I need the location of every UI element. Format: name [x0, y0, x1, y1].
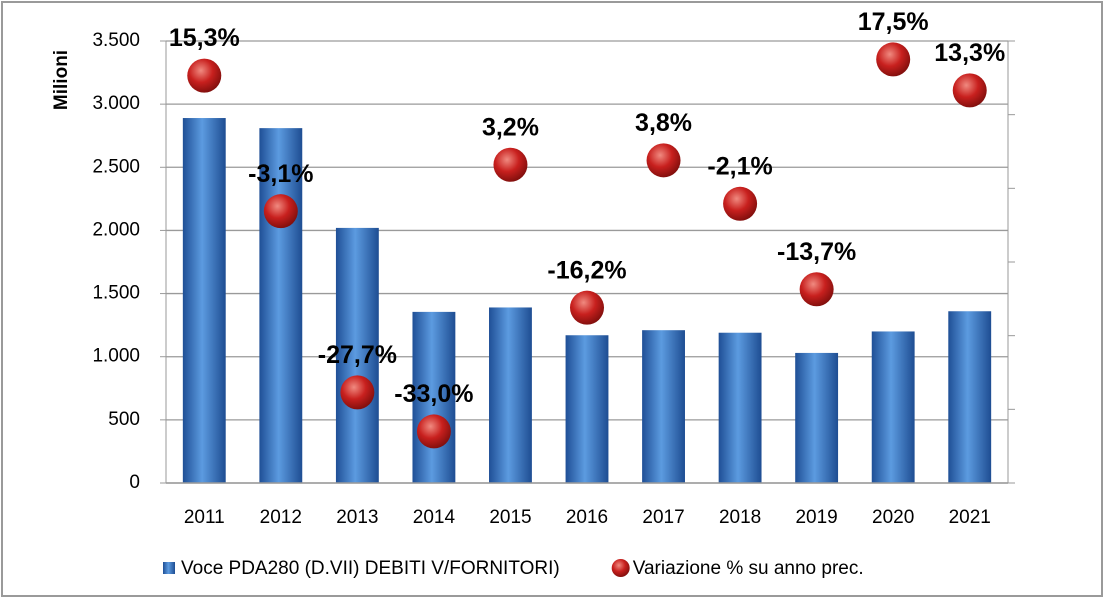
legend-swatch	[611, 559, 630, 577]
x-tick-label: 2020	[872, 507, 914, 528]
bar	[182, 118, 226, 483]
point	[416, 414, 451, 449]
point	[876, 42, 911, 77]
y-tick-label: 2.500	[92, 156, 140, 177]
data-label: -2,1%	[707, 152, 772, 180]
x-tick-label: 2013	[336, 507, 378, 528]
data-label: 13,3%	[934, 39, 1005, 67]
bar	[335, 227, 379, 483]
data-label: -3,1%	[248, 160, 313, 188]
legend-label: Voce PDA280 (D.VII) DEBITI V/FORNITORI)	[181, 558, 560, 579]
bar	[489, 307, 532, 483]
x-tick-label: 2018	[719, 507, 761, 528]
bar	[642, 330, 685, 483]
data-label: -13,7%	[777, 238, 856, 266]
bar	[871, 331, 915, 483]
x-tick-label: 2016	[566, 507, 608, 528]
y-tick-label: 3.500	[92, 30, 140, 51]
data-label: 15,3%	[169, 24, 240, 52]
bar	[795, 352, 839, 483]
y-tick-label: 0	[129, 472, 140, 493]
bar	[565, 335, 609, 483]
y-tick-label: 2.000	[92, 219, 140, 240]
bar	[948, 311, 992, 483]
y-axis-title: Milioni	[51, 50, 72, 110]
data-label: -16,2%	[547, 256, 626, 284]
x-tick-label: 2015	[489, 507, 531, 528]
point	[340, 375, 375, 410]
data-label: 3,2%	[482, 113, 539, 141]
point	[646, 143, 681, 178]
point	[952, 73, 987, 108]
data-label: 3,8%	[635, 109, 692, 137]
y-tick-label: 500	[108, 409, 140, 430]
x-tick-label: 2017	[642, 507, 684, 528]
legend-label: Variazione % su anno prec.	[633, 558, 864, 579]
x-tick-label: 2011	[184, 507, 225, 528]
data-label: 17,5%	[858, 8, 929, 36]
point	[799, 272, 834, 307]
point	[263, 194, 298, 229]
bar	[259, 128, 303, 483]
x-tick-label: 2021	[949, 507, 991, 528]
y-tick-label: 1.500	[92, 283, 140, 304]
point	[570, 290, 604, 325]
x-tick-label: 2012	[260, 507, 302, 528]
x-tick-label: 2019	[795, 507, 837, 528]
y-tick-label: 3.000	[92, 93, 140, 114]
bar	[718, 332, 762, 483]
point	[723, 186, 758, 221]
bar	[412, 311, 456, 483]
point	[187, 58, 222, 93]
y-tick-label: 1.000	[92, 346, 140, 367]
legend-swatch	[163, 562, 175, 574]
data-label: -27,7%	[318, 341, 397, 369]
data-label: -33,0%	[394, 380, 473, 408]
point	[493, 147, 528, 182]
x-tick-label: 2014	[413, 507, 456, 528]
